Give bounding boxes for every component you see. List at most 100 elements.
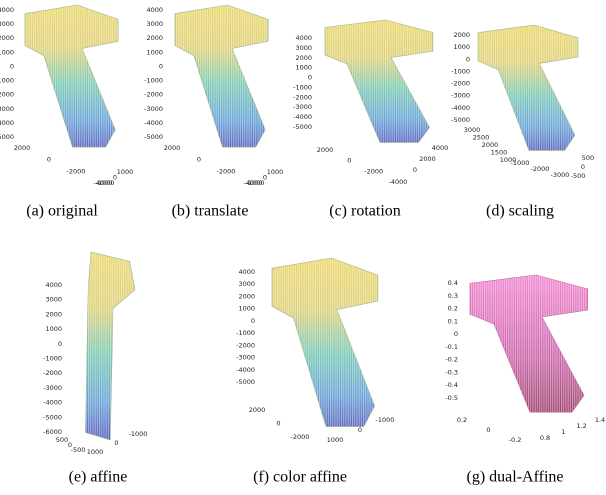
z-tick-label: 0 [159,62,163,70]
z-tick-label: -4000 [144,119,163,127]
z-tick-label: 0 [251,317,255,325]
z-tick-label: -1000 [451,67,470,75]
z-tick-label: -2000 [144,91,163,99]
z-tick-label: -5000 [144,133,163,141]
z-tick-label: 4000 [45,281,62,289]
axis-tick-label: -0.2 [509,436,522,444]
z-tick-label: 4000 [295,34,312,42]
z-tick-label: -4000 [43,399,62,407]
z-tick-label: 2000 [238,292,255,300]
z-tick-label: -5000 [293,123,312,131]
z-tick-label: -0.5 [445,394,458,402]
axis-tick-label: -4000 [389,178,408,186]
z-tick-label: 0.3 [448,292,458,300]
z-tick-label: -2000 [236,341,255,349]
z-tick-label: -4000 [451,104,470,112]
axis-tick-label: 0.2 [457,416,467,424]
z-tick-label: 1000 [453,43,470,51]
z-tick-label: -3000 [293,103,312,111]
z-tick-label: -5000 [451,116,470,124]
axis-tick-label: 1.4 [595,416,605,424]
axis-tick-label: 500 [56,436,68,444]
axis-tick-label: -2000 [364,167,383,175]
axis-tick-label: 2000 [14,144,31,152]
z-tick-label: 0.4 [448,279,458,287]
axis-tick-label: 2000 [419,155,436,163]
axis-tick-label: -1000 [511,159,530,167]
z-tick-label: 3000 [146,20,163,28]
caption: (g) dual-Affine [467,469,564,486]
z-tick-label: 3000 [45,296,62,304]
z-tick-label: 0.2 [448,305,458,313]
axis-tick-label: 0 [358,426,362,434]
z-tick-label: 2000 [453,31,470,39]
z-tick-label: -3000 [451,92,470,100]
axis-tick-label: 1 [561,428,565,436]
z-tick-label: 0 [308,74,312,82]
z-tick-label: 0 [10,62,14,70]
mesh-lines [325,20,433,143]
mesh-lines [272,258,378,427]
z-tick-label: 0 [454,330,458,338]
z-tick-label: -0.4 [445,381,458,389]
z-tick-label: -1000 [43,355,62,363]
z-tick-label: 0.1 [448,317,458,325]
z-tick-label: 1000 [45,325,62,333]
z-tick-label: -1000 [0,77,14,85]
z-tick-label: 4000 [146,6,163,14]
z-tick-label: -3000 [43,384,62,392]
axis-tick-label: 0 [197,156,201,164]
axis-tick-label: -500 [571,172,586,180]
axis-tick-label: 0 [581,163,585,171]
z-tick-label: -5000 [43,413,62,421]
z-tick-label: -5000 [0,133,14,141]
axis-tick-label: -1000 [129,430,148,438]
axis-tick-label: -2000 [531,165,550,173]
axis-tick-label: 1000 [87,448,104,456]
z-tick-label: -2000 [293,93,312,101]
caption: (e) affine [69,469,128,486]
z-tick-label: 2000 [146,34,163,42]
z-tick-label: 1000 [295,64,312,72]
axis-tick-label: 0 [276,420,280,428]
caption: (a) original [26,203,98,220]
z-tick-label: 1000 [146,48,163,56]
z-tick-label: -3000 [0,105,14,113]
axis-tick-label: -1000 [376,416,395,424]
z-tick-label: -2000 [451,80,470,88]
axis-tick-label: 500 [582,154,594,162]
z-tick-label: -1000 [144,77,163,85]
z-tick-label: -4000 [0,119,14,127]
axis-tick-label: -1000 [96,179,115,187]
z-tick-label: 4000 [0,6,14,14]
z-tick-label: 2000 [295,54,312,62]
z-tick-label: -2000 [0,91,14,99]
axis-tick-label: 1000 [267,168,284,176]
z-tick-label: 1000 [0,48,14,56]
z-tick-label: -4000 [293,113,312,121]
mesh-lines [470,275,588,412]
axis-tick-label: 1000 [117,168,134,176]
mesh-lines [175,5,268,147]
z-tick-label: -0.1 [445,343,458,351]
caption: (f) color affine [253,469,347,486]
axis-tick-label: -3000 [551,171,570,179]
z-tick-label: 2000 [45,310,62,318]
caption: (b) translate [172,203,249,220]
axis-tick-label: 2000 [164,144,181,152]
axis-tick-label: 0.8 [540,434,550,442]
axis-tick-label: -2000 [291,433,310,441]
mesh-lines [478,25,578,150]
z-tick-label: -4000 [236,366,255,374]
z-tick-label: -0.3 [445,368,458,376]
axis-tick-label: 0 [47,156,51,164]
z-tick-label: 3000 [238,280,255,288]
z-tick-label: 2000 [0,34,14,42]
z-tick-label: -0.2 [445,356,458,364]
z-tick-label: -5000 [236,378,255,386]
z-tick-label: -6000 [43,428,62,436]
z-tick-label: 0 [466,55,470,63]
axis-tick-label: 2000 [249,406,266,414]
axis-tick-label: -2000 [67,167,86,175]
z-tick-label: 3000 [295,44,312,52]
